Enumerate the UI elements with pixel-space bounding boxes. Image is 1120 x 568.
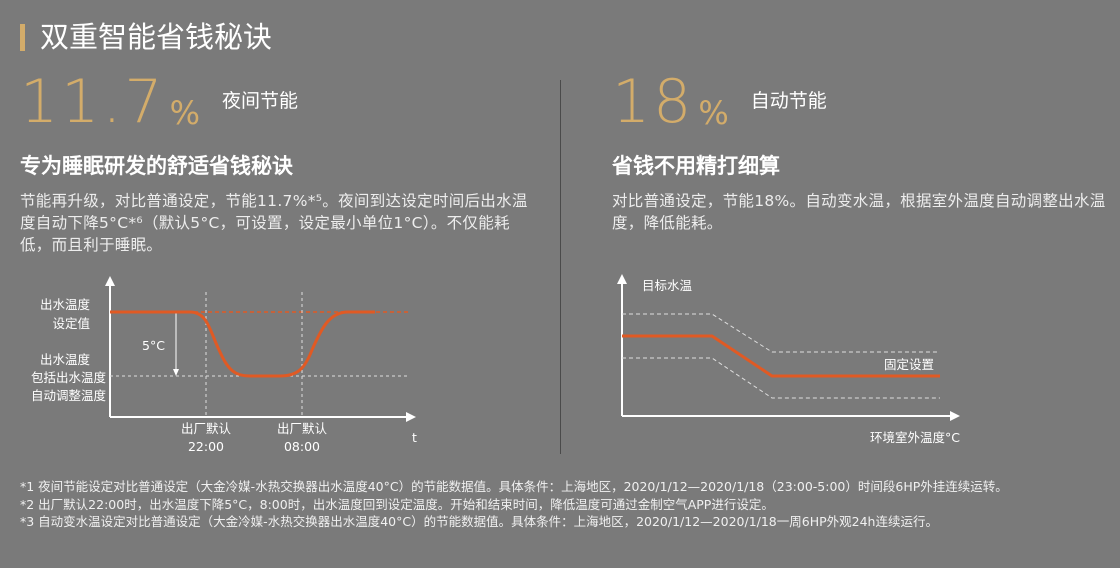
night-temperature-chart: 出水温度 设定值 出水温度 包括出水温度 自动调整温度 5°C 出厂默认 22:… (31, 276, 417, 454)
target-temperature-line (622, 334, 940, 378)
y-label-setpoint-2: 设定值 (52, 316, 90, 331)
y-axis-label: 目标水温 (642, 278, 693, 293)
header-accent-bar (20, 24, 25, 51)
y-axis-arrow-icon (617, 274, 627, 284)
x-axis-label: 环境室外温度°C (870, 430, 960, 445)
night-saving-subtitle: 专为睡眠研发的舒适省钱秘诀 (20, 154, 293, 178)
x-label-end-2: 08:00 (284, 439, 320, 454)
lower-band-line (622, 357, 940, 399)
x-axis-arrow-icon (950, 411, 960, 421)
night-saving-stat: 11.7 % 夜间节能 (20, 70, 540, 132)
x-label-start-1: 出厂默认 (181, 421, 232, 436)
x-axis-label: t (412, 430, 417, 445)
night-saving-value: 11.7 (20, 67, 166, 137)
auto-saving-unit: % (698, 94, 729, 132)
auto-saving-label: 自动节能 (750, 90, 827, 112)
outlet-temperature-curve (110, 310, 375, 378)
x-axis-arrow-icon (406, 412, 416, 422)
night-saving-label: 夜间节能 (222, 90, 299, 112)
column-divider (560, 80, 561, 454)
auto-saving-section: 18 % 自动节能 省钱不用精打细算 对比普通设定，节能18%。自动变水温，根据… (612, 70, 1112, 232)
y-axis-arrow-icon (105, 276, 115, 286)
footnotes: *1 夜间节能设定对比普通设定（大金冷媒-水热交换器出水温度40°C）的节能数据… (20, 478, 1110, 531)
y-label-setpoint-1: 出水温度 (40, 297, 91, 312)
footnote-2: *2 出厂默认22:00时，出水温度下降5°C，8:00时，出水温度回到设定温度… (20, 496, 774, 512)
auto-temperature-chart: 目标水温 固定设置 环境室外温度°C (617, 274, 960, 445)
drop-amount-label: 5°C (142, 338, 165, 353)
footnote-1: *1 夜间节能设定对比普通设定（大金冷媒-水热交换器出水温度40°C）的节能数据… (20, 479, 1008, 494)
y-label-lowered-3: 自动调整温度 (31, 388, 107, 403)
y-label-lowered-1: 出水温度 (40, 352, 91, 367)
night-saving-section: 11.7 % 夜间节能 专为睡眠研发的舒适省钱秘诀 节能再升级，对比普通设定，节… (20, 70, 540, 254)
footnote-3: *3 自动变水温设定对比普通设定（大金冷媒-水热交换器出水温度40°C）的节能数… (20, 514, 938, 529)
auto-saving-stat: 18 % 自动节能 (612, 70, 1112, 132)
fixed-setting-label: 固定设置 (884, 357, 934, 372)
auto-saving-subtitle: 省钱不用精打细算 (612, 154, 780, 178)
night-saving-unit: % (169, 94, 200, 132)
x-label-end-1: 出厂默认 (277, 421, 328, 436)
x-label-start-2: 22:00 (188, 439, 224, 454)
auto-saving-value: 18 (612, 67, 695, 137)
page-title: 双重智能省钱秘诀 (40, 20, 273, 54)
auto-saving-description: 对比普通设定，节能18%。自动变水温，根据室外温度自动调整出水温度，降低能耗。 (612, 192, 1106, 232)
drop-arrow-icon (173, 369, 179, 376)
y-label-lowered-2: 包括出水温度 (31, 370, 107, 385)
upper-band-line (622, 313, 940, 353)
night-saving-description: 节能再升级，对比普通设定，节能11.7%*⁵。夜间到达设定时间后出水温度自动下降… (20, 192, 528, 254)
